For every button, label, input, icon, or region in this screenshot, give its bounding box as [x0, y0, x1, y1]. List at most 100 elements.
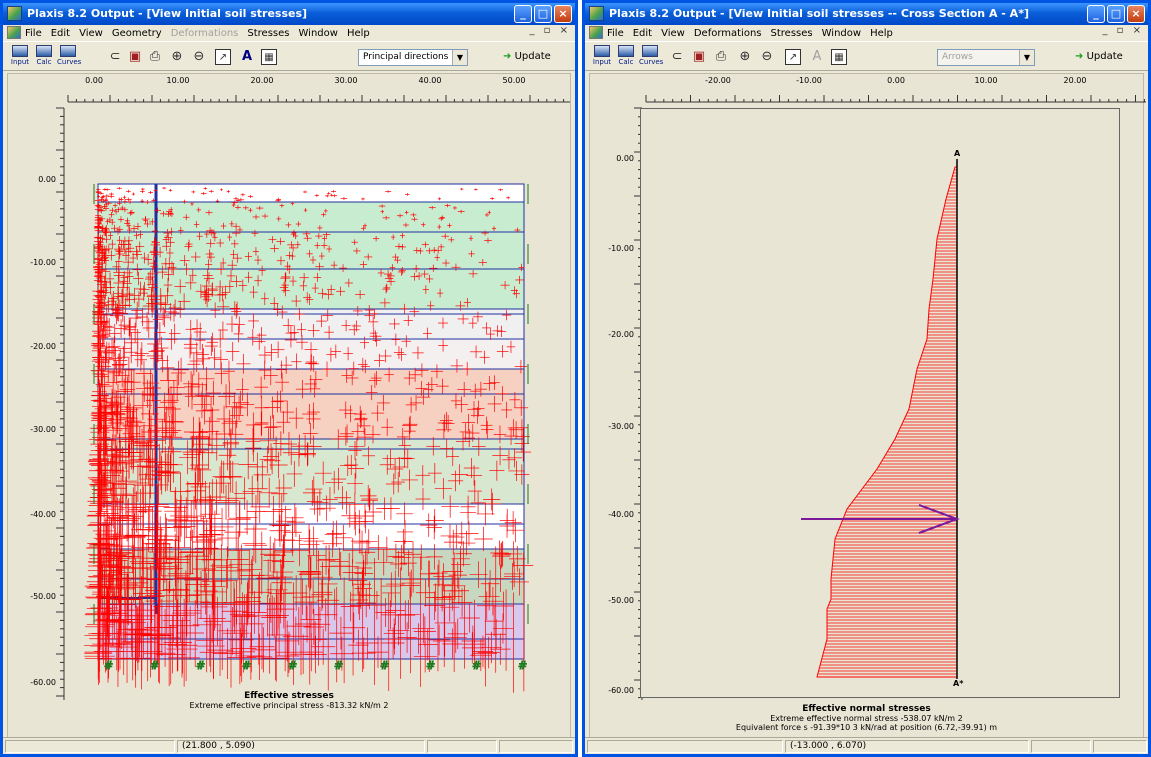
zoom-window-icon[interactable]: ↗	[785, 49, 801, 65]
output-window-left: Plaxis 8.2 Output - [View Initial soil s…	[0, 0, 578, 757]
x-tick: 0.00	[85, 76, 103, 85]
update-button[interactable]: ➜ Update	[1075, 51, 1123, 62]
minimize-button[interactable]: _	[514, 5, 532, 23]
zoom-window-icon[interactable]: ↗	[215, 49, 231, 65]
x-tick: 0.00	[887, 76, 905, 85]
y-tick: 0.00	[616, 154, 634, 163]
cursor-coordinates: (21.800 , 5.090)	[177, 740, 425, 753]
svg-text:#: #	[426, 659, 435, 672]
close-button[interactable]: ×	[1127, 5, 1145, 23]
svg-text:#: #	[196, 659, 205, 672]
menu-deformations: Deformations	[170, 27, 239, 39]
plaxis-app-icon[interactable]	[589, 6, 604, 21]
y-tick: -30.00	[30, 425, 56, 434]
menu-file[interactable]: File	[607, 27, 624, 39]
caption-equivalent-force: Equivalent force s -91.39*10 3 kN/rad at…	[735, 723, 998, 732]
print-icon[interactable]: ⎙	[715, 49, 727, 64]
minimize-button[interactable]: _	[1087, 5, 1105, 23]
status-cell	[1031, 740, 1091, 753]
plaxis-app-icon[interactable]	[7, 6, 22, 21]
menu-window[interactable]: Window	[298, 27, 338, 39]
y-tick: -50.00	[30, 592, 56, 601]
table-icon[interactable]: ▦	[831, 49, 847, 65]
arrow-right-icon: ➜	[503, 51, 512, 62]
maximize-button[interactable]: □	[1107, 5, 1125, 23]
normal-stress-distribution	[801, 159, 960, 679]
title-bar-right[interactable]: Plaxis 8.2 Output - [View Initial soil s…	[585, 3, 1148, 25]
cursor-coordinates: (-13.000 , 6.070)	[785, 740, 1029, 753]
output-window-right: Plaxis 8.2 Output - [View Initial soil s…	[582, 0, 1151, 757]
svg-text:#: #	[380, 659, 389, 672]
input-program-button[interactable]: Input	[591, 44, 613, 70]
calc-program-button[interactable]: Calc	[615, 44, 637, 70]
y-tick: -10.00	[30, 258, 56, 267]
mdi-controls[interactable]: _ ▫ ×	[1102, 25, 1144, 36]
menu-stresses[interactable]: Stresses	[770, 27, 813, 39]
print-icon[interactable]: ⎙	[149, 49, 161, 64]
display-mode-select[interactable]: Principal directions ▼	[358, 49, 468, 66]
plot-area-left[interactable]: 0.00 10.00 20.00 30.00 40.00 50.00 0.00 …	[7, 73, 571, 741]
menu-help[interactable]: Help	[346, 27, 370, 39]
caption-title: Effective normal stresses	[802, 704, 931, 714]
cross-section-plot[interactable]: A A*	[640, 108, 1120, 698]
title-bar-left[interactable]: Plaxis 8.2 Output - [View Initial soil s…	[3, 3, 575, 25]
menu-window[interactable]: Window	[821, 27, 862, 39]
zoom-out-icon[interactable]: ⊖	[761, 49, 773, 64]
plot-area-right[interactable]: -20.00 -10.00 0.00 10.00 20.00 0.00 -10.…	[589, 73, 1146, 741]
update-button[interactable]: ➜ Update	[503, 51, 551, 62]
close-button[interactable]: ×	[554, 5, 572, 23]
status-cell	[1093, 740, 1147, 753]
ruler-ticks	[645, 95, 1146, 103]
menu-geometry[interactable]: Geometry	[111, 27, 162, 39]
zoom-in-icon[interactable]: ⊕	[739, 49, 751, 64]
status-cell	[427, 740, 497, 753]
table-icon[interactable]: ▦	[261, 49, 277, 65]
y-tick: -40.00	[608, 510, 634, 519]
menu-deformations[interactable]: Deformations	[693, 27, 762, 39]
menu-edit[interactable]: Edit	[50, 27, 71, 39]
section-start-label: A	[954, 149, 961, 158]
zoom-out-icon[interactable]: ⊖	[193, 49, 205, 64]
maximize-button[interactable]: □	[534, 5, 552, 23]
open-icon[interactable]: ⊂	[671, 49, 683, 64]
copy-icon[interactable]: ▣	[692, 49, 706, 64]
input-label: Input	[592, 58, 612, 66]
svg-text:#: #	[150, 659, 159, 672]
menu-view[interactable]: View	[661, 27, 685, 39]
menu-help[interactable]: Help	[870, 27, 893, 39]
curves-program-button[interactable]: Curves	[639, 44, 663, 70]
y-tick: 0.00	[38, 175, 56, 184]
x-tick: 20.00	[250, 76, 274, 85]
chevron-down-icon[interactable]: ▼	[452, 50, 467, 65]
menu-file[interactable]: File	[25, 27, 42, 39]
menu-edit[interactable]: Edit	[632, 27, 653, 39]
ruler-ticks	[67, 95, 570, 103]
document-icon[interactable]	[589, 26, 603, 39]
document-icon[interactable]	[7, 26, 21, 39]
x-tick: 10.00	[974, 76, 998, 85]
caption-extreme-value: Extreme effective normal stress -538.07 …	[770, 714, 963, 723]
svg-text:#: #	[288, 659, 297, 672]
y-tick: -30.00	[608, 422, 634, 431]
calc-program-icon	[36, 45, 52, 57]
zoom-in-icon[interactable]: ⊕	[171, 49, 183, 64]
mdi-controls[interactable]: _ ▫ ×	[529, 25, 571, 36]
curves-program-button[interactable]: Curves	[57, 44, 81, 70]
stress-plot-left[interactable]: # # # # # # # # # #	[68, 104, 570, 704]
menu-view[interactable]: View	[79, 27, 103, 39]
x-tick: -10.00	[796, 76, 822, 85]
copy-icon[interactable]: ▣	[128, 49, 142, 64]
ruler-ticks-vertical	[56, 107, 65, 700]
calc-label: Calc	[618, 58, 634, 66]
horizontal-ruler: 0.00 10.00 20.00 30.00 40.00 50.00	[8, 74, 570, 104]
annotate-icon[interactable]: A	[241, 49, 253, 64]
menu-bar-left: File Edit View Geometry Deformations Str…	[3, 25, 575, 41]
input-program-button[interactable]: Input	[9, 44, 31, 70]
open-icon[interactable]: ⊂	[109, 49, 121, 64]
plot-caption-left: Effective stresses Extreme effective pri…	[8, 691, 570, 710]
toolbar-left: Input Calc Curves ⊂ ▣ ⎙ ⊕ ⊖ ↗ A ▦ Princi…	[3, 41, 575, 71]
calc-program-button[interactable]: Calc	[33, 44, 55, 70]
y-tick: -60.00	[30, 678, 56, 687]
menu-stresses[interactable]: Stresses	[247, 27, 290, 39]
menu-bar-right: File Edit View Deformations Stresses Win…	[585, 25, 1148, 41]
